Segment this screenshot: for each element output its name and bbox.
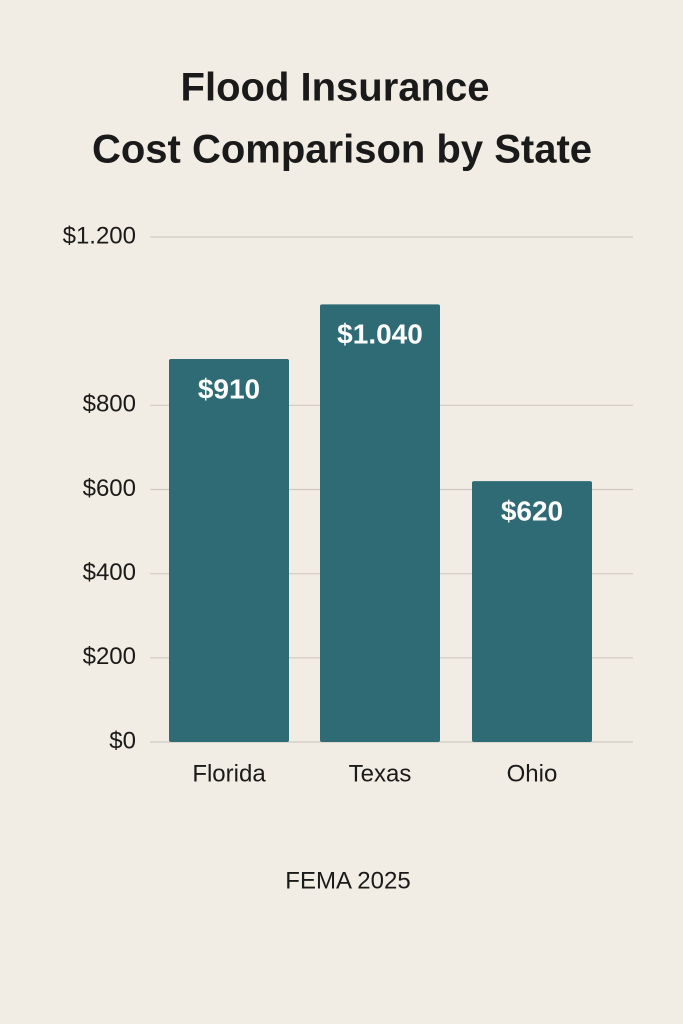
value-label: $620 [501,495,563,526]
chart-title: Cost Comparison by State [92,128,592,172]
y-tick-label: $800 [83,391,136,418]
bar [320,304,440,742]
y-tick-label: $400 [83,559,136,586]
value-label: $910 [198,373,260,404]
x-tick-label: Ohio [507,760,558,787]
y-tick-label: $600 [83,475,136,502]
chart-title: Flood Insurance [181,66,490,110]
source: FEMA 2025 [285,867,410,894]
x-tick-label: Texas [349,760,412,787]
y-tick-label: $0 [109,727,136,754]
x-tick-label: Florida [192,760,266,787]
bar [169,359,289,742]
value-label: $1.040 [337,319,423,350]
y-tick-label: $1.200 [63,222,136,249]
y-tick-label: $200 [83,643,136,670]
bar [472,481,592,742]
